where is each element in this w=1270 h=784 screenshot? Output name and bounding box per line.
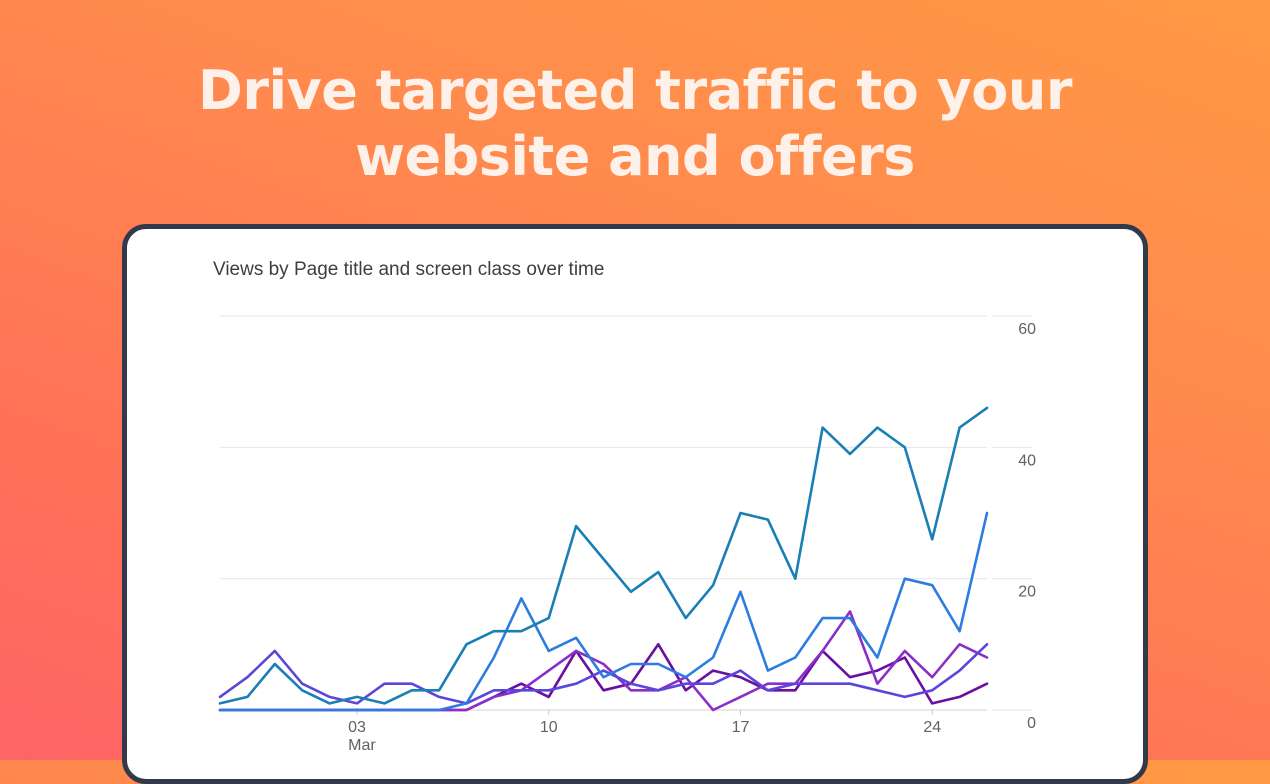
series-line-4 bbox=[218, 610, 989, 712]
y-tick-label-20: 20 bbox=[1018, 584, 1036, 601]
series-line-2 bbox=[218, 511, 989, 712]
y-tick-label-60: 60 bbox=[1018, 321, 1036, 338]
headline-line-1: Drive targeted traffic to your bbox=[198, 59, 1072, 122]
x-tick-label-03: 03 bbox=[348, 719, 366, 736]
chart-title: Views by Page title and screen class ove… bbox=[213, 259, 605, 280]
x-tick-label-17: 17 bbox=[732, 719, 750, 736]
y-tick-label-40: 40 bbox=[1018, 452, 1036, 469]
x-tick-sublabel-mar: Mar bbox=[348, 737, 376, 754]
series-line-3 bbox=[218, 642, 989, 705]
series-line-1 bbox=[218, 406, 989, 705]
y-tick-label-0: 0 bbox=[1027, 715, 1036, 732]
x-tick-label-24: 24 bbox=[923, 719, 941, 736]
x-tick-label-10: 10 bbox=[540, 719, 558, 736]
headline: Drive targeted traffic to your website a… bbox=[0, 58, 1270, 190]
headline-line-2: website and offers bbox=[355, 125, 915, 188]
